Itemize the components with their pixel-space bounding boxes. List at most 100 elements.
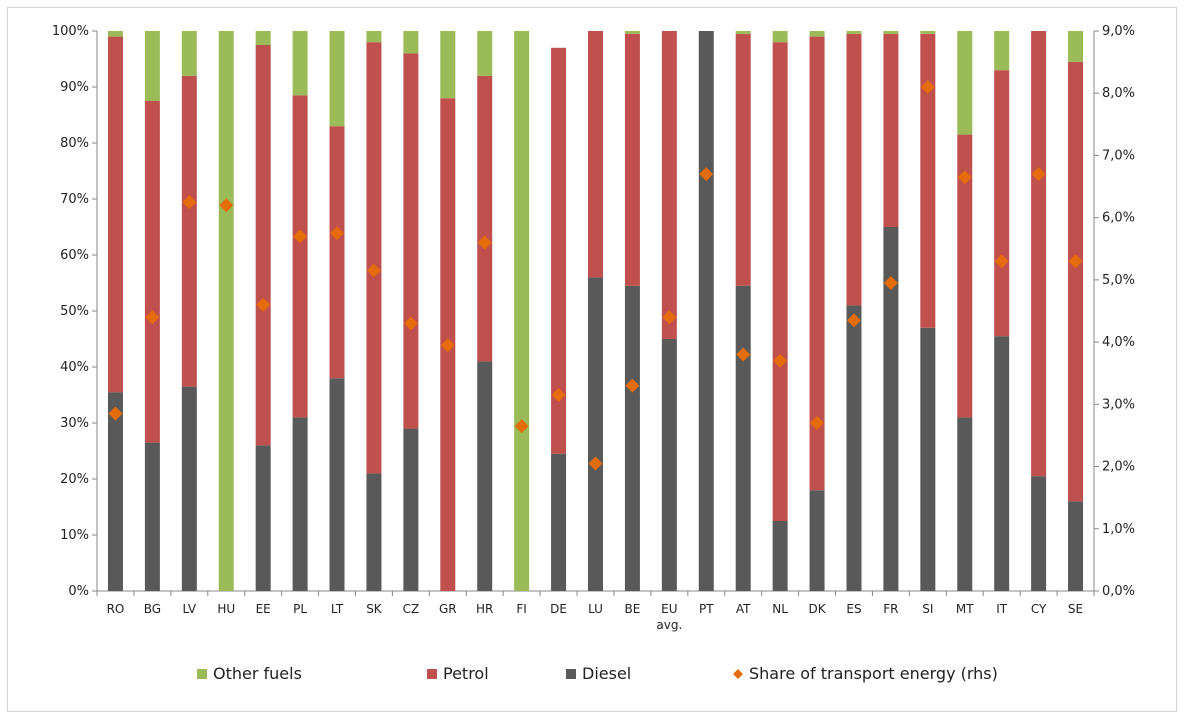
x-tick-label: SI [922,602,933,616]
bar-diesel-sk [366,473,382,591]
legend-swatch-share [733,669,743,679]
y-right-tick-label: 6,0% [1102,211,1135,226]
y-left-tick-label: 40% [60,360,89,375]
x-tick-label: CY [1031,602,1047,616]
x-tick-label: LU [588,602,603,616]
y-right-tick-label: 1,0% [1102,522,1135,537]
y-right-tick-label: 4,0% [1102,335,1135,350]
x-tick-label: BE [625,602,641,616]
share-marker-it [994,254,1009,269]
bar-diesel-lu [588,277,603,591]
bar-diesel-at [735,285,751,591]
bar-other-fuels-it [994,31,1010,71]
y-left-tick-label: 0% [68,584,89,599]
x-tick-label: HU [217,602,235,616]
bar-diesel-pl [292,417,308,591]
x-tick-label: GR [439,602,457,616]
bar-diesel-mt [957,417,973,591]
x-tick-label: MT [956,602,974,616]
bar-diesel-de [551,453,567,591]
legend-label-other-fuels: Other fuels [213,664,302,683]
share-marker-si [920,80,935,94]
share-marker-at [736,347,751,362]
share-marker-lu [588,456,603,471]
bar-diesel-it [994,336,1010,591]
legend-swatch-diesel [566,669,576,679]
legend-label-petrol: Petrol [443,664,489,683]
y-right-tick-label: 7,0% [1102,148,1135,163]
share-marker-fi [514,419,529,434]
y-left-tick-label: 100% [52,24,89,39]
bar-diesel-dk [809,490,825,591]
bar-petrol-lu [588,31,603,278]
share-marker-be [625,378,640,393]
bar-diesel-se [1068,501,1084,591]
bar-petrol-sk [366,42,382,474]
x-tick-label: BG [144,602,161,616]
share-marker-de [551,388,566,402]
bar-diesel-ro [107,392,123,591]
bar-other-fuels-se [1068,31,1084,62]
x-tick-label: LV [183,602,197,616]
y-right-tick-label: 8,0% [1102,86,1135,101]
x-tick-label: RO [107,602,125,616]
x-tick-label: IT [996,602,1008,616]
bar-other-fuels-si [920,31,936,34]
bar-diesel-ee [255,445,271,591]
x-tick-label: FI [516,602,526,616]
share-marker-eu [662,310,677,325]
bar-petrol-de [551,47,567,454]
bar-other-fuels-at [735,31,751,34]
x-tick-label: EU [661,602,677,616]
bar-diesel-si [920,327,936,591]
bar-petrol-lt [329,126,345,379]
share-marker-pt [699,167,714,182]
bar-other-fuels-hr [477,31,493,76]
legend-swatch-other-fuels [197,669,207,679]
stacked-bar-chart: 0% 10% 20% 30% 40% 50% 60% 70% 80% 90% 100% 0,0% 1,0… [52,24,1135,683]
share-marker-se [1068,254,1083,269]
bar-other-fuels-pl [292,31,308,96]
share-marker-lv [182,195,197,210]
x-tick-label: LT [331,602,344,616]
bar-petrol-at [735,33,751,286]
bar-diesel-hr [477,361,493,591]
y-left-tick-label: 30% [60,416,89,431]
x-tick-label: ES [846,602,861,616]
bar-other-fuels-dk [809,31,825,37]
chart-frame: 0% 10% 20% 30% 40% 50% 60% 70% 80% 90% 100% 0,0% 1,0… [7,7,1177,712]
bar-petrol-bg [144,101,160,443]
bar-diesel-es [846,305,862,591]
bar-petrol-es [846,33,862,306]
bar-petrol-mt [957,134,973,418]
bar-diesel-fr [883,227,899,591]
y-left-tick-label: 50% [60,304,89,319]
bar-other-fuels-fr [883,31,899,34]
x-tick-label: SE [1068,602,1083,616]
y-left-tick-label: 90% [60,80,89,95]
share-marker-nl [773,353,788,368]
x-tick-label: DE [550,602,567,616]
x-tick-label: SK [366,602,383,616]
x-tick-label: PT [699,602,714,616]
bar-petrol-se [1068,61,1084,502]
bar-petrol-eu [661,31,677,339]
bar-diesel-nl [772,521,788,591]
share-marker-sk [366,263,381,278]
legend-swatch-petrol [427,669,437,679]
x-tick-label: NL [772,602,788,616]
share-marker-es [846,313,861,328]
x-tick-label: HR [476,602,493,616]
bar-other-fuels-sk [366,31,382,43]
bar-petrol-lv [181,75,197,387]
bar-other-fuels-fi [514,31,530,591]
share-marker-fr [883,276,898,290]
x-tick-sublabel: avg. [656,618,682,632]
bar-other-fuels-hu [218,31,234,591]
share-marker-hr [477,235,492,250]
bar-other-fuels-be [624,31,640,34]
x-tick-label: CZ [403,602,420,616]
share-marker-cy [1031,167,1046,182]
bar-diesel-bg [144,442,160,591]
y-left-tick-label: 20% [60,472,89,487]
